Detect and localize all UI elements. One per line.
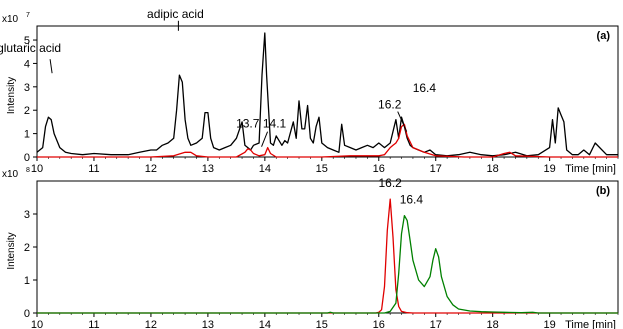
y-tick-label: 0 (24, 152, 30, 164)
chart-panel-a: 10 11 12 13 14 15 16 17 18 19 Time [min]012345Inte… (0, 7, 619, 175)
x-axis-label: Time [min] (565, 319, 616, 329)
y-tick-label: 3 (24, 82, 30, 94)
x-tick-label: 16 (373, 319, 385, 329)
plot-frame (36, 180, 619, 314)
x-tick-label: 17 (430, 163, 442, 175)
y-axis-label: Intensity (6, 77, 17, 114)
y-tick-label: 0 (24, 308, 30, 320)
x-tick-label: 16 (373, 163, 385, 175)
y-tick-label: 1 (24, 275, 30, 287)
peak-annotation: 16.4 (413, 81, 437, 95)
peak-annotation: 13.7 (236, 117, 260, 131)
y-tick-label: 2 (24, 242, 30, 254)
y-tick-label: 4 (24, 58, 30, 70)
x-tick-label: 10 (31, 319, 43, 329)
x-tick-label: 17 (430, 319, 442, 329)
x-axis-label: Time [min] (565, 163, 616, 175)
x-tick-label: 18 (487, 319, 499, 329)
x-tick-label: 19 (544, 163, 556, 175)
peak-annotation: 16.4 (400, 193, 424, 207)
peak-annotation: adipic acid (147, 7, 204, 21)
y-axis-label: Intensity (6, 232, 17, 269)
series-line-1 (37, 198, 618, 314)
x-tick-label: 15 (316, 163, 328, 175)
x-tick-label: 19 (544, 319, 556, 329)
series-line-2 (37, 123, 618, 158)
x-tick-label: 11 (88, 319, 99, 329)
x-tick-label: 18 (487, 163, 499, 175)
annotation-leader-line (261, 131, 269, 147)
peak-annotation: 14.1 (263, 117, 287, 131)
panel-label: (a) (597, 30, 611, 42)
x-tick-label: 14 (259, 163, 271, 175)
peak-annotation: glutaric acid (0, 41, 61, 55)
x-tick-label: 11 (88, 163, 99, 175)
peak-annotation: 16.2 (378, 98, 402, 112)
chart-panel-b: 10 11 12 13 14 15 16 17 18 19 Time [min]0123Intens… (2, 167, 619, 329)
y-tick-label: 5 (24, 35, 30, 47)
x-tick-label: 13 (202, 163, 214, 175)
x-tick-label: 14 (259, 319, 271, 329)
x-tick-label: 12 (145, 163, 157, 175)
peak-annotation: 16.2 (378, 176, 402, 190)
x-tick-label: 13 (202, 319, 214, 329)
y-tick-label: 1 (24, 129, 30, 141)
y-tick-label: 3 (24, 209, 30, 221)
x-tick-label: 12 (145, 319, 157, 329)
annotation-leader-line (49, 59, 53, 74)
panel-label: (b) (596, 185, 610, 197)
y-tick-label: 2 (24, 105, 30, 117)
series-line-2 (37, 214, 618, 314)
y-scale-exponent: 7 (26, 12, 30, 19)
y-scale-label: x10 (2, 14, 19, 25)
x-tick-label: 15 (316, 319, 328, 329)
y-scale-exponent: 8 (26, 167, 30, 174)
y-scale-label: x10 (2, 169, 19, 180)
annotation-leader-line (397, 111, 408, 132)
plot-frame (36, 25, 619, 158)
x-tick-label: 10 (31, 163, 43, 175)
series-line-1 (36, 32, 618, 157)
